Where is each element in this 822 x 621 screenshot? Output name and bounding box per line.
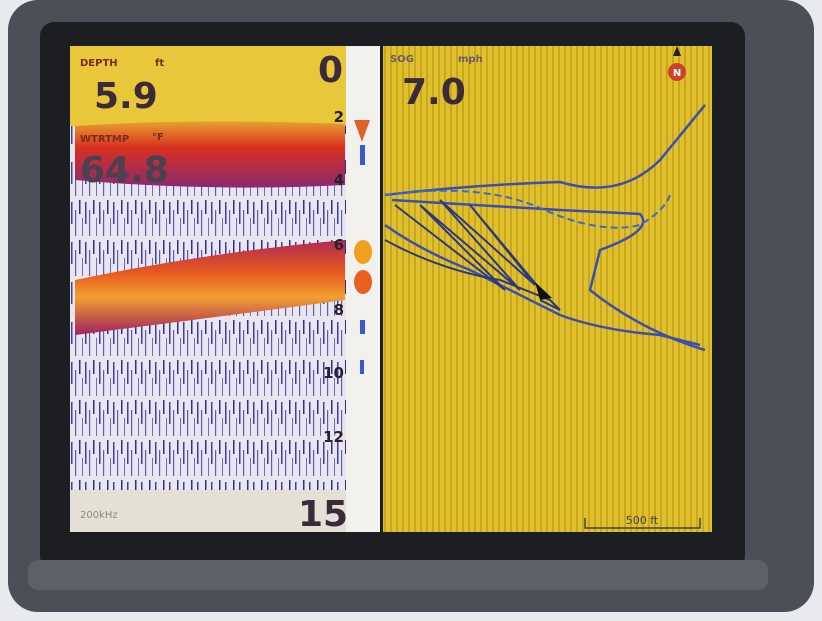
flasher-mark bbox=[360, 360, 364, 374]
compass-north: N bbox=[673, 68, 681, 79]
sonar-panel: DEPTH ft 5.9 0 WTRTMP °F 64.8 2 4 6 8 10 12 1… bbox=[70, 46, 380, 535]
flasher-mark bbox=[360, 145, 365, 165]
device-photo: DEPTH ft 5.9 0 WTRTMP °F 64.8 2 4 6 8 10 12 1… bbox=[0, 0, 822, 621]
range-top: 0 bbox=[318, 50, 343, 91]
depth-value: 5.9 bbox=[94, 76, 158, 117]
temp-label: WTRTMP bbox=[80, 134, 129, 145]
range-bottom: 15 bbox=[298, 494, 348, 535]
sog-value: 7.0 bbox=[402, 72, 466, 113]
depth-scale-label: 2 bbox=[334, 108, 344, 126]
depth-scale-label: 12 bbox=[323, 428, 344, 446]
depth-scale-label: 4 bbox=[334, 171, 344, 189]
flasher-mark bbox=[354, 240, 372, 264]
frequency: 200kHz bbox=[80, 510, 118, 521]
temp-unit: °F bbox=[152, 132, 164, 143]
scale-bar-label: 500 ft bbox=[626, 514, 659, 527]
depth-label: DEPTH bbox=[80, 58, 118, 69]
temp-value: 64.8 bbox=[80, 150, 169, 191]
bezel-lip bbox=[28, 560, 768, 590]
sog-unit: mph bbox=[458, 54, 483, 65]
depth-scale-label: 8 bbox=[334, 301, 344, 319]
flasher-mark bbox=[360, 320, 365, 334]
depth-scale-label: 6 bbox=[334, 236, 344, 254]
sog-label: SOG bbox=[390, 54, 414, 65]
depth-unit: ft bbox=[155, 58, 164, 69]
chart-background bbox=[383, 46, 712, 532]
depth-scale-label: 10 bbox=[323, 364, 344, 382]
chart-panel: SOG mph 7.0 N 500 ft bbox=[383, 46, 712, 532]
flasher-mark bbox=[354, 270, 372, 294]
